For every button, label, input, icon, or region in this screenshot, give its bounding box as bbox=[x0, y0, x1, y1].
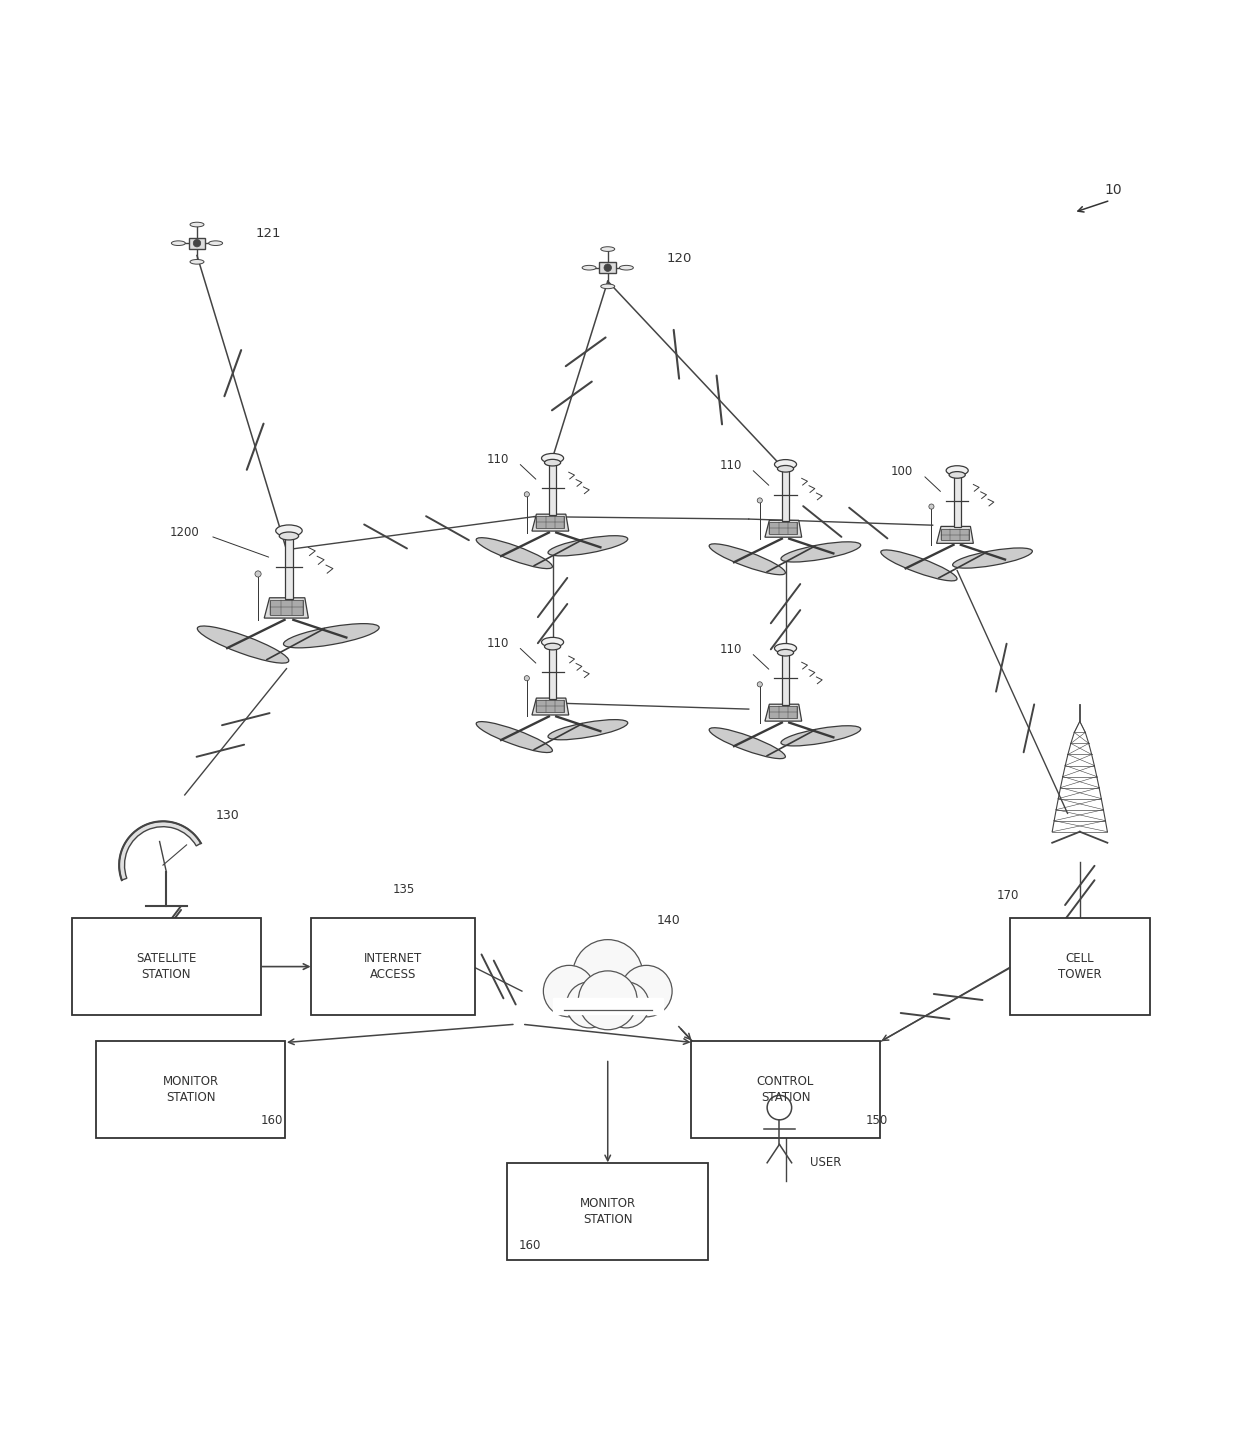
Polygon shape bbox=[765, 704, 802, 722]
Ellipse shape bbox=[600, 247, 615, 252]
Text: 120: 120 bbox=[667, 252, 692, 265]
Polygon shape bbox=[264, 598, 309, 618]
Ellipse shape bbox=[476, 538, 552, 569]
Ellipse shape bbox=[197, 626, 289, 663]
Ellipse shape bbox=[709, 544, 785, 575]
Circle shape bbox=[768, 1096, 791, 1120]
Text: 1200: 1200 bbox=[170, 525, 200, 538]
Ellipse shape bbox=[880, 550, 957, 581]
Circle shape bbox=[604, 263, 611, 272]
Text: INTERNET
ACCESS: INTERNET ACCESS bbox=[365, 952, 423, 981]
Bar bbox=[941, 528, 968, 540]
Polygon shape bbox=[765, 521, 802, 537]
Ellipse shape bbox=[544, 643, 560, 650]
Text: 135: 135 bbox=[393, 883, 415, 896]
Ellipse shape bbox=[781, 541, 861, 562]
FancyBboxPatch shape bbox=[97, 1040, 285, 1138]
Text: 130: 130 bbox=[216, 809, 239, 822]
Ellipse shape bbox=[190, 223, 205, 227]
Polygon shape bbox=[553, 998, 663, 1014]
Text: 160: 160 bbox=[518, 1238, 541, 1251]
Text: MONITOR
STATION: MONITOR STATION bbox=[162, 1075, 219, 1104]
Bar bbox=[769, 707, 797, 719]
Circle shape bbox=[525, 492, 529, 496]
Text: 150: 150 bbox=[866, 1113, 888, 1126]
Circle shape bbox=[758, 682, 763, 687]
Ellipse shape bbox=[208, 242, 223, 246]
Circle shape bbox=[929, 503, 934, 509]
Text: CONTROL
STATION: CONTROL STATION bbox=[756, 1075, 815, 1104]
Bar bbox=[549, 646, 557, 698]
Ellipse shape bbox=[548, 720, 627, 739]
Ellipse shape bbox=[171, 242, 185, 246]
Ellipse shape bbox=[775, 460, 796, 469]
Ellipse shape bbox=[275, 525, 303, 537]
Text: 160: 160 bbox=[260, 1113, 283, 1126]
Text: SATELLITE
STATION: SATELLITE STATION bbox=[136, 952, 196, 981]
Text: 110: 110 bbox=[486, 637, 508, 649]
Bar bbox=[188, 237, 206, 249]
Bar bbox=[782, 469, 789, 521]
Text: 100: 100 bbox=[892, 466, 913, 477]
Circle shape bbox=[193, 240, 201, 247]
Ellipse shape bbox=[476, 722, 552, 752]
Polygon shape bbox=[532, 698, 569, 714]
Ellipse shape bbox=[284, 624, 379, 647]
Text: 110: 110 bbox=[486, 453, 508, 466]
Text: CELL
TOWER: CELL TOWER bbox=[1058, 952, 1101, 981]
Bar bbox=[537, 517, 564, 528]
Circle shape bbox=[567, 982, 613, 1027]
Text: 110: 110 bbox=[719, 643, 742, 656]
Ellipse shape bbox=[952, 549, 1033, 567]
FancyBboxPatch shape bbox=[1009, 918, 1149, 1016]
Bar bbox=[537, 700, 564, 711]
Text: 121: 121 bbox=[255, 227, 281, 240]
Circle shape bbox=[525, 675, 529, 681]
Bar bbox=[549, 463, 557, 515]
Ellipse shape bbox=[544, 460, 560, 466]
FancyBboxPatch shape bbox=[311, 918, 475, 1016]
Circle shape bbox=[573, 940, 642, 1010]
Ellipse shape bbox=[190, 259, 205, 265]
Ellipse shape bbox=[548, 535, 627, 556]
Circle shape bbox=[578, 970, 637, 1030]
Bar bbox=[599, 262, 616, 274]
Polygon shape bbox=[532, 514, 569, 531]
Ellipse shape bbox=[600, 284, 615, 288]
Circle shape bbox=[603, 982, 649, 1027]
Ellipse shape bbox=[709, 728, 785, 758]
Text: 170: 170 bbox=[997, 889, 1019, 902]
Ellipse shape bbox=[582, 265, 596, 271]
Ellipse shape bbox=[781, 726, 861, 746]
FancyBboxPatch shape bbox=[691, 1040, 880, 1138]
Bar bbox=[782, 653, 789, 704]
Text: 110: 110 bbox=[719, 458, 742, 471]
Text: MONITOR
STATION: MONITOR STATION bbox=[579, 1197, 636, 1227]
Bar bbox=[954, 474, 961, 527]
Text: 10: 10 bbox=[1105, 183, 1122, 196]
Text: USER: USER bbox=[810, 1157, 842, 1170]
Ellipse shape bbox=[542, 454, 564, 463]
Bar bbox=[269, 601, 303, 614]
Ellipse shape bbox=[777, 649, 794, 656]
Bar bbox=[769, 522, 797, 534]
Ellipse shape bbox=[542, 637, 564, 647]
Ellipse shape bbox=[775, 643, 796, 653]
Ellipse shape bbox=[279, 533, 299, 540]
Polygon shape bbox=[936, 527, 973, 543]
Wedge shape bbox=[119, 821, 201, 880]
FancyBboxPatch shape bbox=[72, 918, 260, 1016]
Ellipse shape bbox=[949, 471, 965, 479]
Circle shape bbox=[543, 965, 595, 1017]
Text: 140: 140 bbox=[657, 914, 681, 927]
Circle shape bbox=[255, 570, 262, 578]
Circle shape bbox=[620, 965, 672, 1017]
Bar bbox=[284, 535, 294, 598]
Ellipse shape bbox=[777, 466, 794, 471]
Circle shape bbox=[758, 498, 763, 503]
FancyBboxPatch shape bbox=[507, 1164, 708, 1260]
Ellipse shape bbox=[620, 265, 634, 271]
Ellipse shape bbox=[946, 466, 968, 476]
